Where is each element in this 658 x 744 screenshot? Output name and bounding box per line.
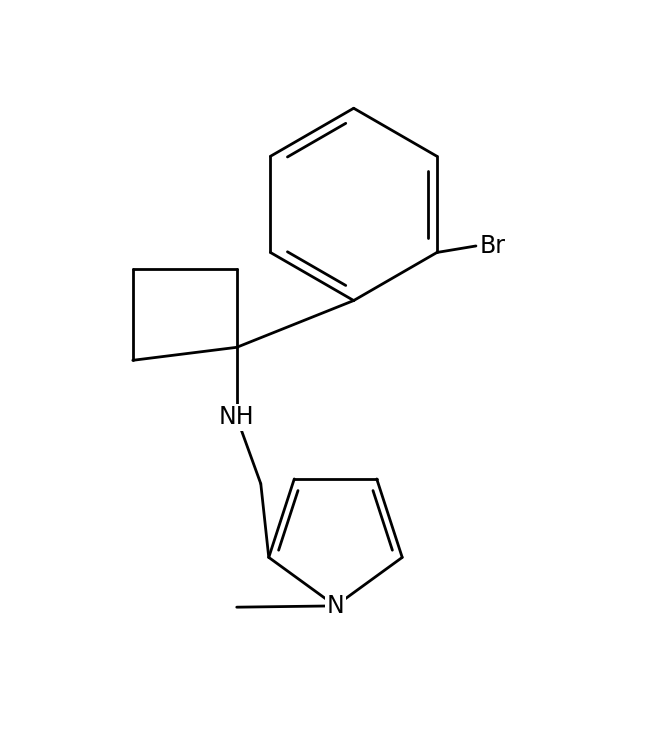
- Text: NH: NH: [219, 405, 255, 429]
- Text: Br: Br: [479, 234, 505, 258]
- Text: N: N: [326, 594, 344, 618]
